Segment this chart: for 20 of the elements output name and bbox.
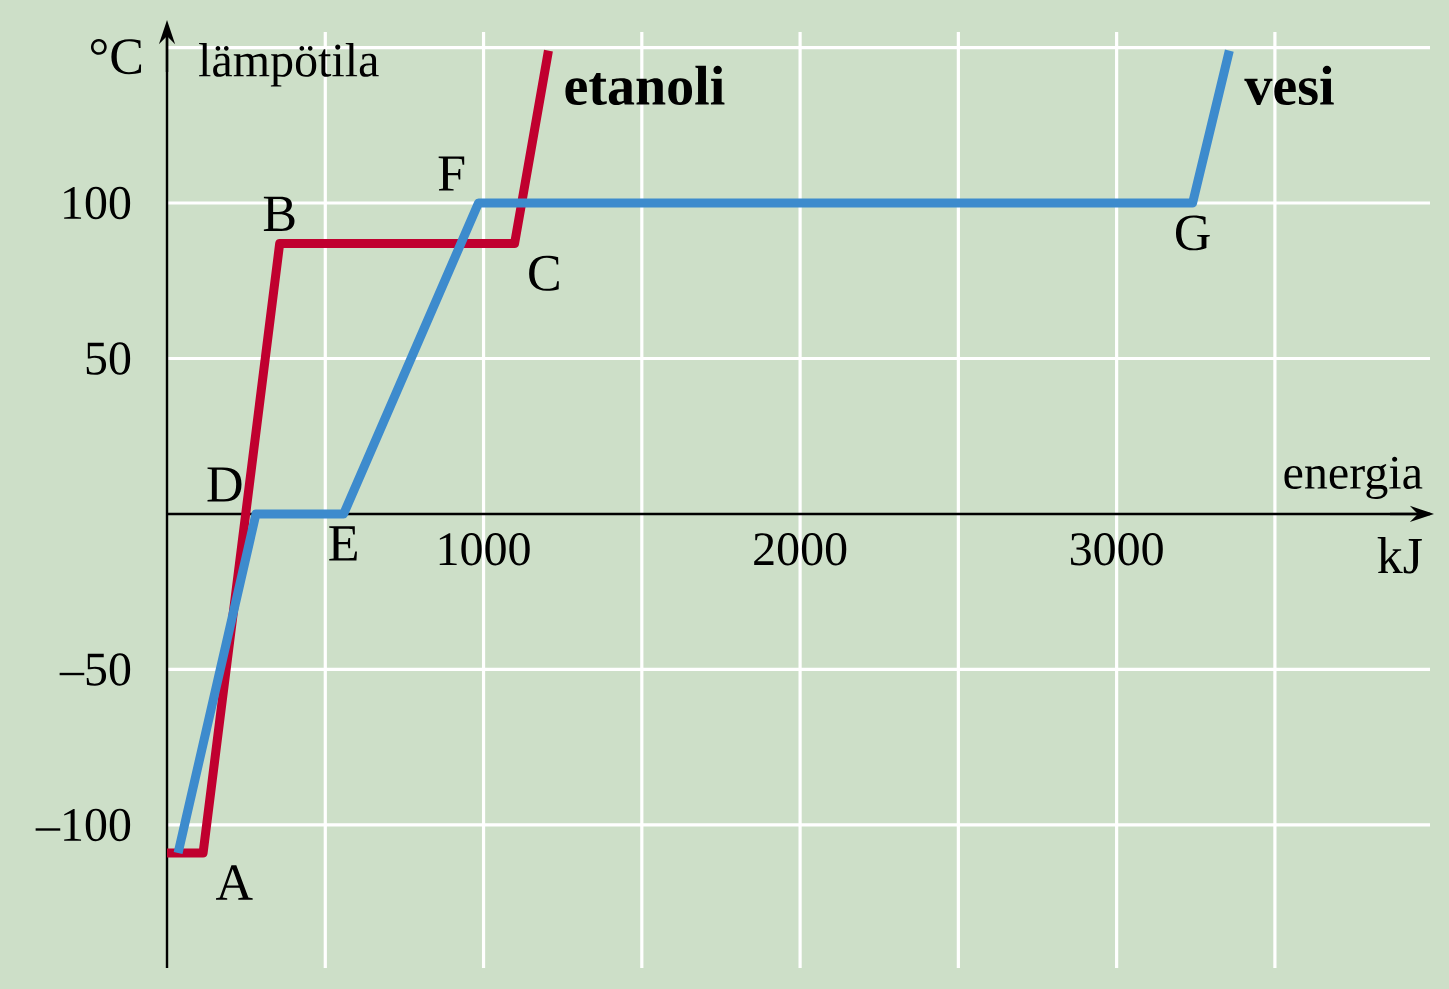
annotation: E — [329, 526, 357, 561]
series-label: vesi — [1244, 65, 1334, 106]
x-tick-label: 2000 — [754, 533, 847, 566]
annotation: F — [438, 156, 465, 191]
annotation: D — [207, 467, 242, 502]
y-tick-label: –50 — [59, 653, 131, 686]
annotation: A — [216, 865, 253, 900]
x-axis-title: energia — [1284, 456, 1423, 499]
y-tick-label: 100 — [64, 186, 131, 220]
y-tick-label: –100 — [35, 808, 131, 842]
annotation: C — [529, 255, 559, 291]
y-axis-title: lämpötila — [199, 43, 379, 87]
y-tick-label: 50 — [86, 342, 131, 375]
series-label: etanoli — [565, 65, 725, 106]
annotation: G — [1175, 215, 1210, 251]
annotation: B — [263, 196, 295, 232]
x-tick-label: 1000 — [439, 533, 530, 566]
annotation: kJ — [1377, 537, 1422, 574]
text: °C — [90, 39, 142, 75]
x-tick-label: 3000 — [1070, 533, 1163, 566]
